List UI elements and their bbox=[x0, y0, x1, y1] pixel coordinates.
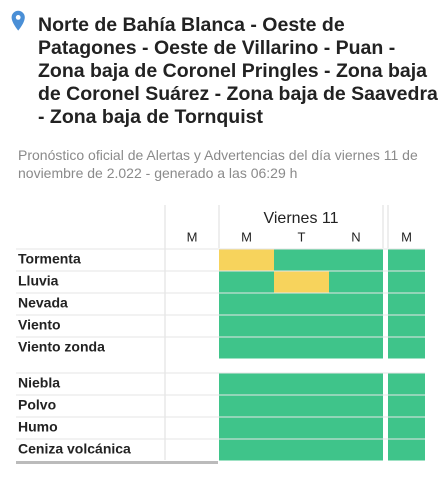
scrollbar bbox=[16, 461, 218, 464]
status-cell bbox=[329, 249, 383, 271]
status-cell bbox=[219, 315, 275, 337]
row-label: Lluvia bbox=[18, 273, 59, 289]
day-label: Viernes 11 bbox=[263, 210, 338, 227]
status-cell bbox=[219, 395, 275, 417]
status-cell bbox=[219, 373, 275, 395]
status-cell bbox=[219, 271, 275, 293]
title: Norte de Bahía Blanca - Oeste de Patagon… bbox=[38, 14, 438, 128]
pin-dot bbox=[15, 15, 21, 20]
row-label: Viento bbox=[18, 317, 61, 333]
status-cell bbox=[388, 337, 425, 359]
status-cell bbox=[274, 315, 330, 337]
status-cell bbox=[274, 337, 330, 359]
status-cell bbox=[329, 293, 383, 315]
status-cell bbox=[388, 373, 425, 395]
row-label: Nevada bbox=[18, 295, 68, 311]
status-cell bbox=[219, 293, 275, 315]
status-cell bbox=[274, 395, 330, 417]
status-cell bbox=[329, 271, 383, 293]
status-cell bbox=[274, 271, 330, 293]
subtitle: Pronóstico oficial de Alertas y Adverten… bbox=[18, 147, 418, 181]
status-cell bbox=[274, 373, 330, 395]
status-cell bbox=[274, 439, 330, 461]
status-cell bbox=[329, 417, 383, 439]
row-label: Niebla bbox=[18, 375, 60, 391]
status-cell bbox=[388, 293, 425, 315]
status-cell bbox=[329, 439, 383, 461]
period-label: T bbox=[298, 229, 306, 244]
status-cell bbox=[388, 249, 425, 271]
row-label: Viento zonda bbox=[18, 339, 105, 355]
status-cell bbox=[388, 395, 425, 417]
row-label: Ceniza volcánica bbox=[18, 441, 131, 457]
status-cell bbox=[219, 417, 275, 439]
row-label: Tormenta bbox=[18, 251, 81, 267]
period-label: M bbox=[187, 229, 198, 244]
status-cell bbox=[219, 249, 275, 271]
status-cell bbox=[388, 417, 425, 439]
status-cell bbox=[219, 439, 275, 461]
status-cell bbox=[219, 337, 275, 359]
status-cell bbox=[274, 293, 330, 315]
status-cell bbox=[388, 271, 425, 293]
status-cell bbox=[329, 337, 383, 359]
status-cell bbox=[274, 417, 330, 439]
period-label: M bbox=[241, 229, 252, 244]
status-cell bbox=[329, 373, 383, 395]
status-cell bbox=[329, 315, 383, 337]
period-label: M bbox=[401, 229, 412, 244]
status-cell bbox=[388, 315, 425, 337]
row-label: Polvo bbox=[18, 397, 56, 413]
status-cell bbox=[329, 395, 383, 417]
status-cell bbox=[274, 249, 330, 271]
row-label: Humo bbox=[18, 419, 58, 435]
status-cell bbox=[388, 439, 425, 461]
period-label: N bbox=[351, 229, 360, 244]
pin-icon bbox=[11, 10, 25, 31]
